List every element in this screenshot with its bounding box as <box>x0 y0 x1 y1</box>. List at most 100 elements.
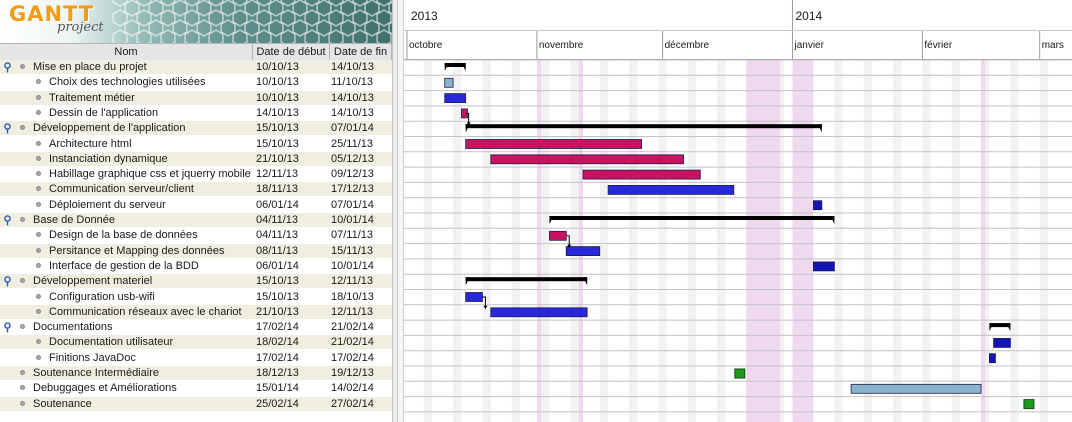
task-name-cell[interactable]: Documentations <box>0 320 252 335</box>
task-row[interactable]: Documentation utilisateur 18/02/14 21/02/1… <box>0 335 392 351</box>
task-name-cell[interactable]: Habillage graphique css et jquerry mobil… <box>0 167 252 182</box>
task-end-date[interactable]: 21/02/14 <box>331 336 374 349</box>
task-name-cell[interactable]: Persitance et Mapping des données <box>0 244 252 259</box>
task-bar[interactable] <box>565 246 601 257</box>
task-start-date[interactable]: 04/11/13 <box>256 229 299 242</box>
expand-toggle-icon[interactable] <box>3 62 12 73</box>
task-end-date[interactable]: 11/10/13 <box>331 76 374 89</box>
task-start-date[interactable]: 08/11/13 <box>256 244 299 257</box>
task-row[interactable]: Traitement métier 10/10/13 14/10/13 <box>0 90 392 106</box>
expand-toggle-icon[interactable] <box>3 123 12 134</box>
splitter-handle[interactable] <box>392 0 398 422</box>
task-end-date[interactable]: 12/11/13 <box>331 275 374 288</box>
task-start-date[interactable]: 10/10/13 <box>256 76 299 89</box>
task-row[interactable]: Déploiement du serveur 06/01/14 07/01/14 <box>0 197 392 213</box>
expand-toggle-icon[interactable] <box>3 322 12 333</box>
task-start-date[interactable]: 18/02/14 <box>256 336 299 349</box>
task-row[interactable]: Développement materiel 15/10/13 12/11/13 <box>0 274 392 290</box>
task-bar[interactable] <box>490 307 588 318</box>
task-row[interactable]: Base de Donnée 04/11/13 10/01/14 <box>0 213 392 228</box>
summary-bar[interactable] <box>465 124 822 129</box>
task-name-cell[interactable]: Traitement métier <box>0 91 252 106</box>
task-bar[interactable] <box>582 169 701 180</box>
task-name-cell[interactable]: Choix des technologies utilisées <box>0 75 252 90</box>
milestone-marker[interactable] <box>734 368 746 379</box>
task-bar[interactable] <box>850 383 982 394</box>
task-name-cell[interactable]: Documentation utilisateur <box>0 335 252 350</box>
task-bar[interactable] <box>444 93 467 103</box>
task-bar[interactable] <box>813 261 835 272</box>
task-bar[interactable] <box>444 77 454 88</box>
task-row[interactable]: Finitions JavaDoc 17/02/14 17/02/14 <box>0 350 392 366</box>
task-end-date[interactable]: 10/01/14 <box>331 259 374 272</box>
task-end-date[interactable]: 07/11/13 <box>331 229 374 242</box>
task-start-date[interactable]: 17/02/14 <box>256 351 299 364</box>
summary-bar[interactable] <box>549 216 835 220</box>
task-start-date[interactable]: 21/10/13 <box>256 305 299 318</box>
task-bar[interactable] <box>813 200 823 211</box>
expand-toggle-icon[interactable] <box>3 215 12 226</box>
task-bar[interactable] <box>607 184 735 195</box>
column-header-name[interactable]: Nom <box>0 44 253 60</box>
gantt-chart-canvas[interactable]: 2013 2014 octobre novembre décembre janvier fé… <box>404 0 1072 422</box>
task-end-date[interactable]: 25/11/13 <box>331 137 374 150</box>
task-row[interactable]: Dessin de l'application 14/10/13 14/10/13 <box>0 105 392 121</box>
task-start-date[interactable]: 18/12/13 <box>256 367 299 379</box>
task-bar[interactable] <box>465 139 643 149</box>
task-row[interactable]: Instanciation dynamique 21/10/13 05/12/13 <box>0 151 392 167</box>
task-start-date[interactable]: 15/10/13 <box>256 275 299 288</box>
task-start-date[interactable]: 10/10/13 <box>256 91 299 104</box>
task-row[interactable]: Développement de l'application 15/10/13 07… <box>0 121 392 137</box>
task-end-date[interactable]: 15/11/13 <box>331 244 374 257</box>
task-name-cell[interactable]: Communication réseaux avec le chariot <box>0 305 252 320</box>
task-name-cell[interactable]: Déploiement du serveur <box>0 198 252 213</box>
task-bar[interactable] <box>490 154 684 165</box>
task-end-date[interactable]: 07/01/14 <box>331 198 374 211</box>
task-name-cell[interactable]: Dessin de l'application <box>0 106 252 121</box>
task-name-cell[interactable]: Communication serveur/client <box>0 182 252 197</box>
expand-toggle-icon[interactable] <box>3 276 12 287</box>
task-end-date[interactable]: 18/10/13 <box>331 290 374 303</box>
task-end-date[interactable]: 10/01/14 <box>331 214 374 226</box>
task-row[interactable]: Soutenance 25/02/14 27/02/14 <box>0 396 392 412</box>
task-row[interactable]: Mise en place du projet 10/10/13 14/10/13 <box>0 60 392 75</box>
task-name-cell[interactable]: Architecture html <box>0 137 252 152</box>
task-row[interactable]: Configuration usb-wifi 15/10/13 18/10/13 <box>0 289 392 305</box>
task-end-date[interactable]: 14/10/13 <box>331 91 374 104</box>
task-end-date[interactable]: 21/02/14 <box>331 321 374 334</box>
column-header-start[interactable]: Date de début <box>253 44 330 60</box>
task-name-cell[interactable]: Mise en place du projet <box>0 60 252 75</box>
task-end-date[interactable]: 14/02/14 <box>331 382 374 395</box>
task-start-date[interactable]: 15/10/13 <box>256 122 299 135</box>
task-name-cell[interactable]: Soutenance Intermédiaire <box>0 366 252 381</box>
task-start-date[interactable]: 10/10/13 <box>256 61 299 73</box>
task-start-date[interactable]: 15/10/13 <box>256 137 299 150</box>
task-start-date[interactable]: 21/10/13 <box>256 152 299 165</box>
task-name-cell[interactable]: Configuration usb-wifi <box>0 290 252 305</box>
task-name-cell[interactable]: Soutenance <box>0 397 252 412</box>
task-name-cell[interactable]: Interface de gestion de la BDD <box>0 259 252 274</box>
task-start-date[interactable]: 17/02/14 <box>256 321 299 334</box>
task-row[interactable]: Documentations 17/02/14 21/02/14 <box>0 320 392 336</box>
task-end-date[interactable]: 27/02/14 <box>331 397 374 410</box>
task-end-date[interactable]: 09/12/13 <box>331 168 374 181</box>
task-start-date[interactable]: 14/10/13 <box>256 106 299 119</box>
task-name-cell[interactable]: Développement de l'application <box>0 121 252 136</box>
task-row[interactable]: Choix des technologies utilisées 10/10/13… <box>0 75 392 91</box>
column-header-end[interactable]: Date de fin <box>330 44 392 60</box>
task-row[interactable]: Communication réseaux avec le chariot 21/… <box>0 304 392 320</box>
task-end-date[interactable]: 17/02/14 <box>331 351 374 364</box>
summary-bar[interactable] <box>465 277 588 282</box>
task-end-date[interactable]: 14/10/13 <box>331 61 374 73</box>
task-name-cell[interactable]: Design de la base de données <box>0 228 252 243</box>
task-row[interactable]: Persitance et Mapping des données 08/11/1… <box>0 243 392 259</box>
task-end-date[interactable]: 14/10/13 <box>331 106 374 119</box>
gantt-chart-panel[interactable]: 2013 2014 octobre novembre décembre janvier fé… <box>404 0 1072 422</box>
vertical-scrollbar[interactable] <box>398 0 404 422</box>
task-end-date[interactable]: 05/12/13 <box>331 152 374 165</box>
task-name-cell[interactable]: Finitions JavaDoc <box>0 351 252 366</box>
task-end-date[interactable]: 12/11/13 <box>331 305 374 318</box>
summary-bar[interactable] <box>444 63 466 67</box>
task-name-cell[interactable]: Debuggages et Améliorations <box>0 381 252 396</box>
task-row[interactable]: Architecture html 15/10/13 25/11/13 <box>0 136 392 152</box>
